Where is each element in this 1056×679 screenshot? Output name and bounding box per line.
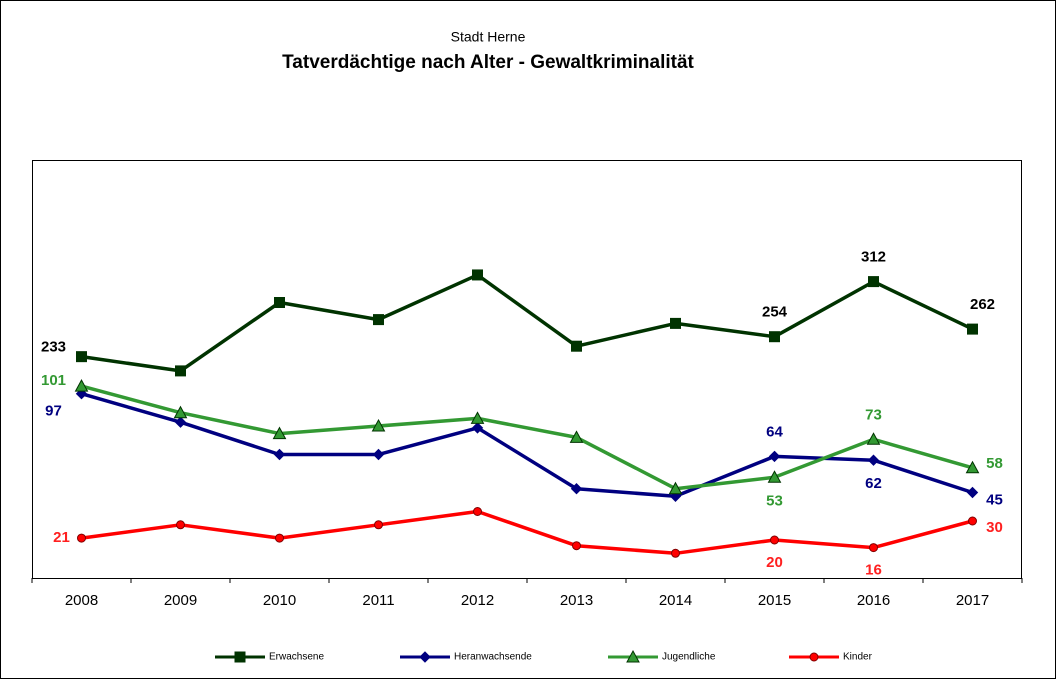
marker xyxy=(176,520,185,530)
marker xyxy=(470,411,485,424)
data-label: 233 xyxy=(41,339,66,356)
x-tick-label: 2010 xyxy=(263,592,296,609)
data-label: 53 xyxy=(766,492,783,509)
marker xyxy=(473,507,482,516)
marker xyxy=(472,269,483,281)
legend-label: Jugendliche xyxy=(662,652,716,663)
x-tick-label: 2016 xyxy=(857,592,890,609)
series-line xyxy=(81,384,973,491)
marker xyxy=(272,426,287,440)
x-tick-label: 2015 xyxy=(758,592,791,609)
data-label: 62 xyxy=(865,475,882,492)
marker xyxy=(572,541,581,551)
marker xyxy=(173,405,188,419)
marker xyxy=(374,520,383,530)
data-label: 21 xyxy=(53,529,70,546)
legend-label: Heranwachsende xyxy=(454,652,532,663)
data-label: 101 xyxy=(41,372,66,389)
marker xyxy=(868,276,879,288)
marker xyxy=(866,432,881,445)
marker xyxy=(769,331,780,343)
x-tick-label: 2017 xyxy=(956,592,989,609)
marker xyxy=(869,543,878,553)
x-tick-label: 2012 xyxy=(461,592,494,609)
marker xyxy=(372,448,385,461)
marker xyxy=(768,450,781,463)
marker xyxy=(571,340,582,352)
legend-label: Kinder xyxy=(843,652,873,663)
x-tick-label: 2008 xyxy=(65,592,98,609)
data-label: 254 xyxy=(762,304,788,321)
marker xyxy=(767,470,782,483)
data-label: 73 xyxy=(865,406,882,423)
data-label: 312 xyxy=(861,249,886,266)
chart-title: Tatverdächtige nach Alter - Gewaltkrimin… xyxy=(282,52,694,73)
legend-label: Erwachsene xyxy=(269,652,324,663)
marker xyxy=(174,416,187,428)
marker xyxy=(967,323,978,335)
data-label: 16 xyxy=(865,562,882,579)
marker xyxy=(965,460,980,474)
x-tick-label: 2011 xyxy=(362,592,394,609)
marker xyxy=(671,548,680,558)
marker xyxy=(968,516,977,526)
marker xyxy=(373,314,384,326)
x-tick-label: 2009 xyxy=(164,592,197,609)
marker xyxy=(471,422,484,434)
data-label: 64 xyxy=(766,423,783,440)
marker xyxy=(668,481,683,495)
marker xyxy=(175,365,186,377)
series-line xyxy=(81,273,974,373)
chart-subtitle: Stadt Herne xyxy=(451,29,526,45)
data-label: 97 xyxy=(45,403,62,420)
marker xyxy=(670,317,681,329)
marker xyxy=(275,533,284,543)
data-label: 20 xyxy=(766,554,783,571)
marker xyxy=(419,651,431,663)
data-label: 30 xyxy=(986,519,1003,536)
marker xyxy=(74,379,89,392)
series-line xyxy=(81,509,973,556)
marker xyxy=(371,418,386,432)
data-label: 58 xyxy=(986,455,1003,472)
marker xyxy=(626,649,640,663)
marker xyxy=(274,297,285,308)
data-label: 45 xyxy=(986,491,1003,508)
marker xyxy=(569,430,584,443)
marker xyxy=(234,651,246,663)
marker xyxy=(809,652,819,662)
marker xyxy=(77,533,86,543)
marker xyxy=(966,486,979,499)
marker xyxy=(76,351,87,363)
x-tick-label: 2013 xyxy=(560,592,593,609)
marker xyxy=(570,482,583,495)
marker xyxy=(770,535,779,545)
marker xyxy=(867,454,880,466)
x-tick-label: 2014 xyxy=(659,592,692,609)
data-label: 262 xyxy=(970,296,995,313)
marker xyxy=(273,448,286,461)
